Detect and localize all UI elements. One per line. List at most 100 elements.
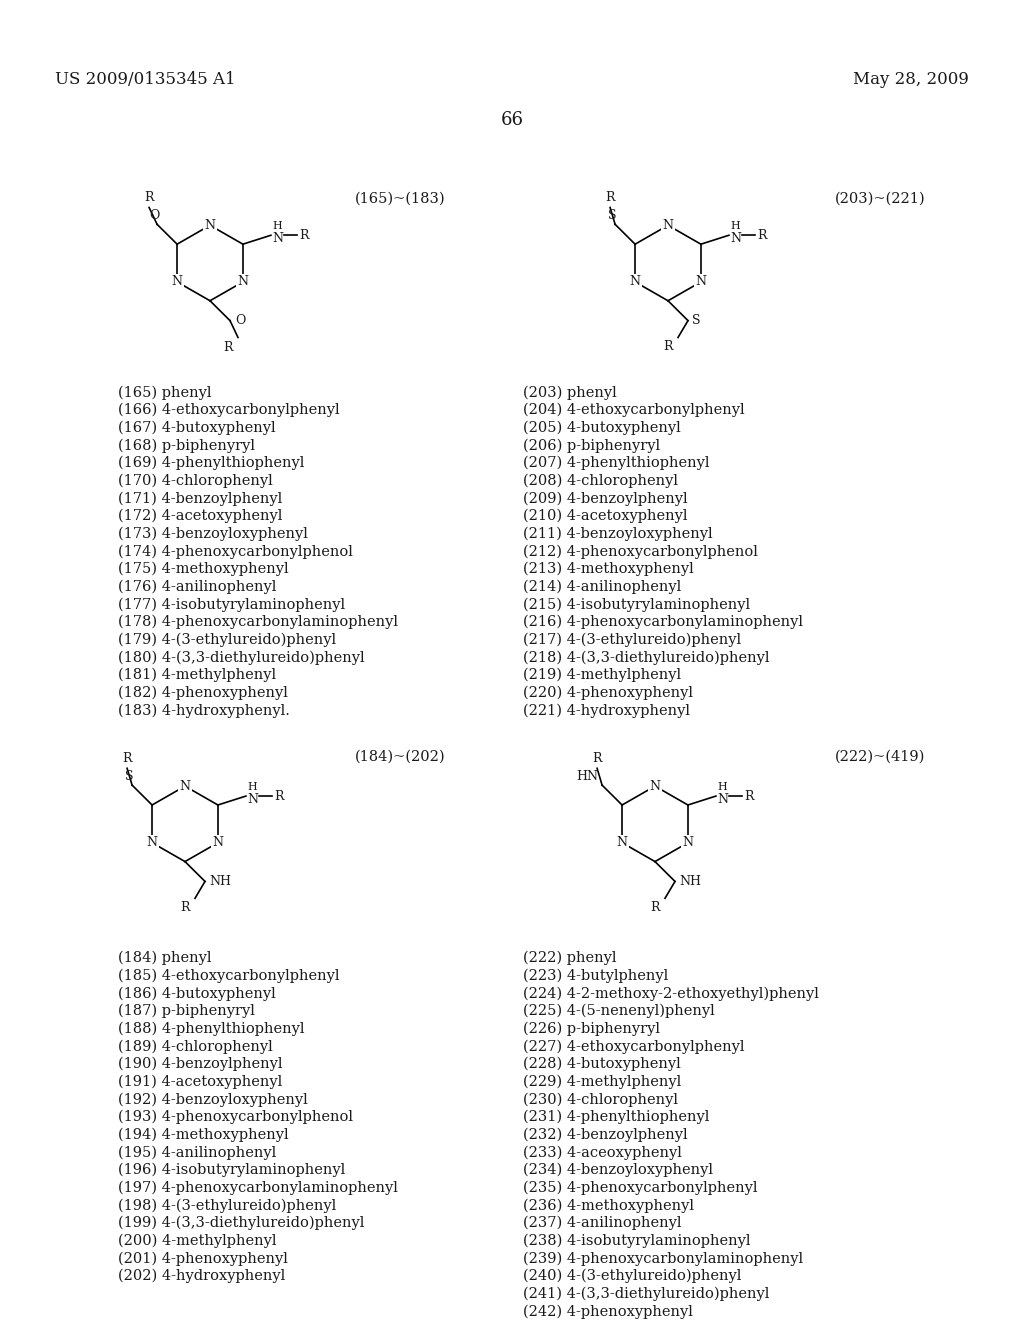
Text: N: N: [247, 792, 258, 805]
Text: (213) 4-methoxyphenyl: (213) 4-methoxyphenyl: [523, 562, 693, 577]
Text: (230) 4-chlorophenyl: (230) 4-chlorophenyl: [523, 1092, 678, 1106]
Text: H: H: [272, 222, 282, 231]
Text: N: N: [649, 780, 660, 792]
Text: N: N: [730, 232, 741, 244]
Text: (194) 4-methoxyphenyl: (194) 4-methoxyphenyl: [118, 1127, 289, 1142]
Text: (189) 4-chlorophenyl: (189) 4-chlorophenyl: [118, 1039, 272, 1053]
Text: (166) 4-ethoxycarbonylphenyl: (166) 4-ethoxycarbonylphenyl: [118, 403, 340, 417]
Text: (165)~(183): (165)~(183): [355, 191, 445, 206]
Text: (233) 4-aceoxyphenyl: (233) 4-aceoxyphenyl: [523, 1146, 682, 1160]
Text: (179) 4-(3-ethylureido)phenyl: (179) 4-(3-ethylureido)phenyl: [118, 632, 336, 647]
Text: R: R: [273, 789, 284, 803]
Text: (218) 4-(3,3-diethylureido)phenyl: (218) 4-(3,3-diethylureido)phenyl: [523, 651, 769, 664]
Text: N: N: [146, 836, 158, 849]
Text: (168) p-biphenyryl: (168) p-biphenyryl: [118, 438, 255, 453]
Text: N: N: [179, 780, 190, 792]
Text: (203) phenyl: (203) phenyl: [523, 385, 616, 400]
Text: (190) 4-benzoylphenyl: (190) 4-benzoylphenyl: [118, 1057, 283, 1072]
Text: (201) 4-phenoxyphenyl: (201) 4-phenoxyphenyl: [118, 1251, 288, 1266]
Text: N: N: [616, 836, 628, 849]
Text: (217) 4-(3-ethylureido)phenyl: (217) 4-(3-ethylureido)phenyl: [523, 632, 741, 647]
Text: (234) 4-benzoyloxyphenyl: (234) 4-benzoyloxyphenyl: [523, 1163, 713, 1177]
Text: S: S: [608, 210, 616, 222]
Text: (172) 4-acetoxyphenyl: (172) 4-acetoxyphenyl: [118, 508, 283, 523]
Text: (169) 4-phenylthiophenyl: (169) 4-phenylthiophenyl: [118, 455, 304, 470]
Text: H: H: [717, 781, 727, 792]
Text: (240) 4-(3-ethylureido)phenyl: (240) 4-(3-ethylureido)phenyl: [523, 1269, 741, 1283]
Text: (197) 4-phenoxycarbonylaminophenyl: (197) 4-phenoxycarbonylaminophenyl: [118, 1180, 398, 1195]
Text: (216) 4-phenoxycarbonylaminophenyl: (216) 4-phenoxycarbonylaminophenyl: [523, 615, 803, 630]
Text: (231) 4-phenylthiophenyl: (231) 4-phenylthiophenyl: [523, 1110, 710, 1125]
Text: (177) 4-isobutyrylaminophenyl: (177) 4-isobutyrylaminophenyl: [118, 597, 345, 611]
Text: (229) 4-methylphenyl: (229) 4-methylphenyl: [523, 1074, 681, 1089]
Text: (173) 4-benzoyloxyphenyl: (173) 4-benzoyloxyphenyl: [118, 527, 308, 541]
Text: N: N: [205, 219, 215, 232]
Text: N: N: [212, 836, 223, 849]
Text: (191) 4-acetoxyphenyl: (191) 4-acetoxyphenyl: [118, 1074, 283, 1089]
Text: (192) 4-benzoyloxyphenyl: (192) 4-benzoyloxyphenyl: [118, 1092, 308, 1106]
Text: N: N: [172, 276, 182, 288]
Text: R: R: [605, 191, 614, 205]
Text: (235) 4-phenoxycarbonylphenyl: (235) 4-phenoxycarbonylphenyl: [523, 1180, 758, 1195]
Text: (165) phenyl: (165) phenyl: [118, 385, 212, 400]
Text: R: R: [122, 752, 132, 766]
Text: N: N: [695, 276, 707, 288]
Text: (182) 4-phenoxyphenyl: (182) 4-phenoxyphenyl: [118, 685, 288, 700]
Text: R: R: [299, 228, 308, 242]
Text: N: N: [663, 219, 674, 232]
Text: NH: NH: [209, 875, 231, 888]
Text: (212) 4-phenoxycarbonylphenol: (212) 4-phenoxycarbonylphenol: [523, 544, 758, 558]
Text: HN: HN: [577, 770, 598, 783]
Text: (208) 4-chlorophenyl: (208) 4-chlorophenyl: [523, 474, 678, 488]
Text: (184) phenyl: (184) phenyl: [118, 950, 212, 965]
Text: (228) 4-butoxyphenyl: (228) 4-butoxyphenyl: [523, 1057, 681, 1072]
Text: (227) 4-ethoxycarbonylphenyl: (227) 4-ethoxycarbonylphenyl: [523, 1039, 744, 1053]
Text: (176) 4-anilinophenyl: (176) 4-anilinophenyl: [118, 579, 276, 594]
Text: (174) 4-phenoxycarbonylphenol: (174) 4-phenoxycarbonylphenol: [118, 544, 353, 558]
Text: O: O: [234, 314, 246, 327]
Text: R: R: [757, 228, 766, 242]
Text: (196) 4-isobutyrylaminophenyl: (196) 4-isobutyrylaminophenyl: [118, 1163, 345, 1177]
Text: (199) 4-(3,3-diethylureido)phenyl: (199) 4-(3,3-diethylureido)phenyl: [118, 1216, 365, 1230]
Text: (205) 4-butoxyphenyl: (205) 4-butoxyphenyl: [523, 421, 681, 434]
Text: (220) 4-phenoxyphenyl: (220) 4-phenoxyphenyl: [523, 685, 693, 700]
Text: (219) 4-methylphenyl: (219) 4-methylphenyl: [523, 668, 681, 682]
Text: (200) 4-methylphenyl: (200) 4-methylphenyl: [118, 1234, 276, 1247]
Text: (207) 4-phenylthiophenyl: (207) 4-phenylthiophenyl: [523, 455, 710, 470]
Text: (178) 4-phenoxycarbonylaminophenyl: (178) 4-phenoxycarbonylaminophenyl: [118, 615, 398, 630]
Text: H: H: [730, 222, 739, 231]
Text: (198) 4-(3-ethylureido)phenyl: (198) 4-(3-ethylureido)phenyl: [118, 1199, 336, 1213]
Text: N: N: [238, 276, 249, 288]
Text: (239) 4-phenoxycarbonylaminophenyl: (239) 4-phenoxycarbonylaminophenyl: [523, 1251, 803, 1266]
Text: (222) phenyl: (222) phenyl: [523, 950, 616, 965]
Text: (236) 4-methoxyphenyl: (236) 4-methoxyphenyl: [523, 1199, 694, 1213]
Text: (226) p-biphenyryl: (226) p-biphenyryl: [523, 1022, 660, 1036]
Text: N: N: [717, 792, 728, 805]
Text: R: R: [743, 789, 754, 803]
Text: (237) 4-anilinophenyl: (237) 4-anilinophenyl: [523, 1216, 682, 1230]
Text: (175) 4-methoxyphenyl: (175) 4-methoxyphenyl: [118, 562, 289, 577]
Text: (188) 4-phenylthiophenyl: (188) 4-phenylthiophenyl: [118, 1022, 304, 1036]
Text: 66: 66: [501, 111, 523, 129]
Text: (223) 4-butylphenyl: (223) 4-butylphenyl: [523, 969, 669, 983]
Text: (184)~(202): (184)~(202): [355, 750, 445, 763]
Text: (167) 4-butoxyphenyl: (167) 4-butoxyphenyl: [118, 421, 275, 434]
Text: (195) 4-anilinophenyl: (195) 4-anilinophenyl: [118, 1146, 276, 1160]
Text: (186) 4-butoxyphenyl: (186) 4-butoxyphenyl: [118, 986, 275, 1001]
Text: (238) 4-isobutyrylaminophenyl: (238) 4-isobutyrylaminophenyl: [523, 1234, 751, 1247]
Text: S: S: [692, 314, 700, 327]
Text: (187) p-biphenyryl: (187) p-biphenyryl: [118, 1005, 255, 1018]
Text: S: S: [125, 770, 133, 783]
Text: (214) 4-anilinophenyl: (214) 4-anilinophenyl: [523, 579, 681, 594]
Text: R: R: [592, 752, 602, 766]
Text: R: R: [650, 902, 660, 915]
Text: (225) 4-(5-nenenyl)phenyl: (225) 4-(5-nenenyl)phenyl: [523, 1005, 715, 1018]
Text: (241) 4-(3,3-diethylureido)phenyl: (241) 4-(3,3-diethylureido)phenyl: [523, 1287, 769, 1302]
Text: (180) 4-(3,3-diethylureido)phenyl: (180) 4-(3,3-diethylureido)phenyl: [118, 651, 365, 664]
Text: R: R: [223, 342, 232, 355]
Text: R: R: [144, 191, 154, 205]
Text: (193) 4-phenoxycarbonylphenol: (193) 4-phenoxycarbonylphenol: [118, 1110, 353, 1125]
Text: (202) 4-hydroxyphenyl: (202) 4-hydroxyphenyl: [118, 1269, 286, 1283]
Text: (210) 4-acetoxyphenyl: (210) 4-acetoxyphenyl: [523, 508, 687, 523]
Text: (209) 4-benzoylphenyl: (209) 4-benzoylphenyl: [523, 491, 688, 506]
